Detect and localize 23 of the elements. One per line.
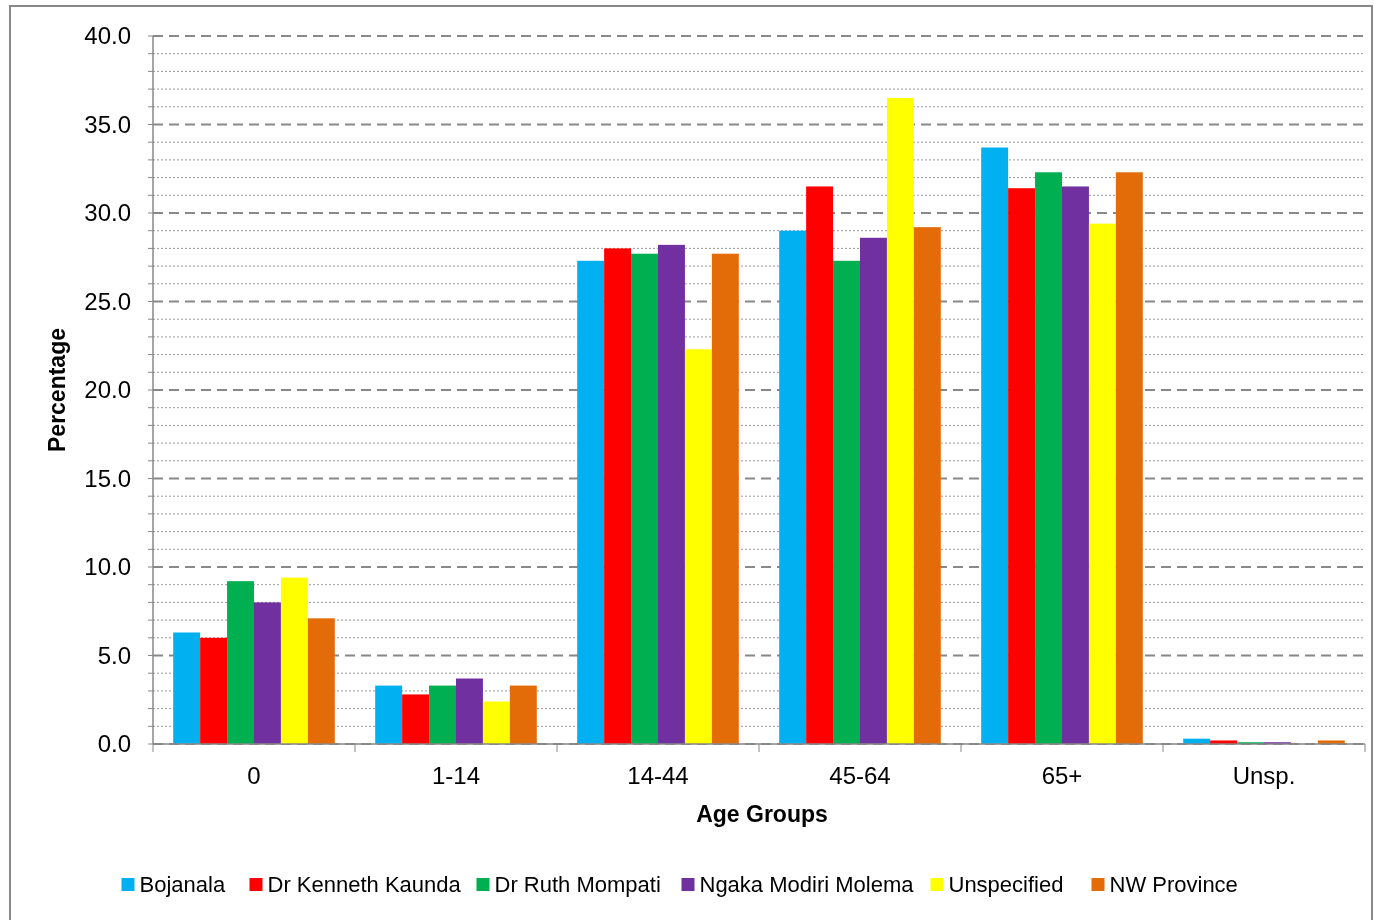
x-tick-label: 45-64 bbox=[829, 762, 891, 789]
legend-label: NW Province bbox=[1109, 871, 1238, 897]
y-tick-label: 20.0 bbox=[84, 376, 131, 404]
legend-label: Dr Ruth Mompati bbox=[494, 871, 661, 897]
y-tick-label: 5.0 bbox=[97, 641, 131, 669]
x-tick-label: Unsp. bbox=[1232, 762, 1296, 789]
x-tick-label: 65+ bbox=[1041, 762, 1083, 789]
legend-label: Dr Kenneth Kaunda bbox=[267, 871, 462, 897]
legend-label: Unspecified bbox=[948, 871, 1064, 897]
x-tick-label: 14-44 bbox=[627, 762, 689, 789]
legend-label: Ngaka Modiri Molema bbox=[699, 871, 915, 897]
legend-label: Bojanala bbox=[139, 871, 226, 897]
x-tick-label: 0 bbox=[247, 762, 261, 789]
y-tick-label: 30.0 bbox=[84, 199, 131, 227]
y-tick-label: 40.0 bbox=[84, 22, 131, 50]
y-tick-label: 10.0 bbox=[84, 553, 131, 581]
y-tick-label: 35.0 bbox=[84, 110, 131, 138]
y-tick-label: 25.0 bbox=[84, 287, 131, 315]
y-tick-label: 15.0 bbox=[84, 464, 131, 492]
y-tick-label: 0.0 bbox=[97, 730, 131, 758]
x-tick-label: 1-14 bbox=[431, 762, 481, 789]
y-axis-title: Percentage bbox=[44, 327, 70, 453]
x-axis-title: Age Groups bbox=[696, 801, 828, 827]
